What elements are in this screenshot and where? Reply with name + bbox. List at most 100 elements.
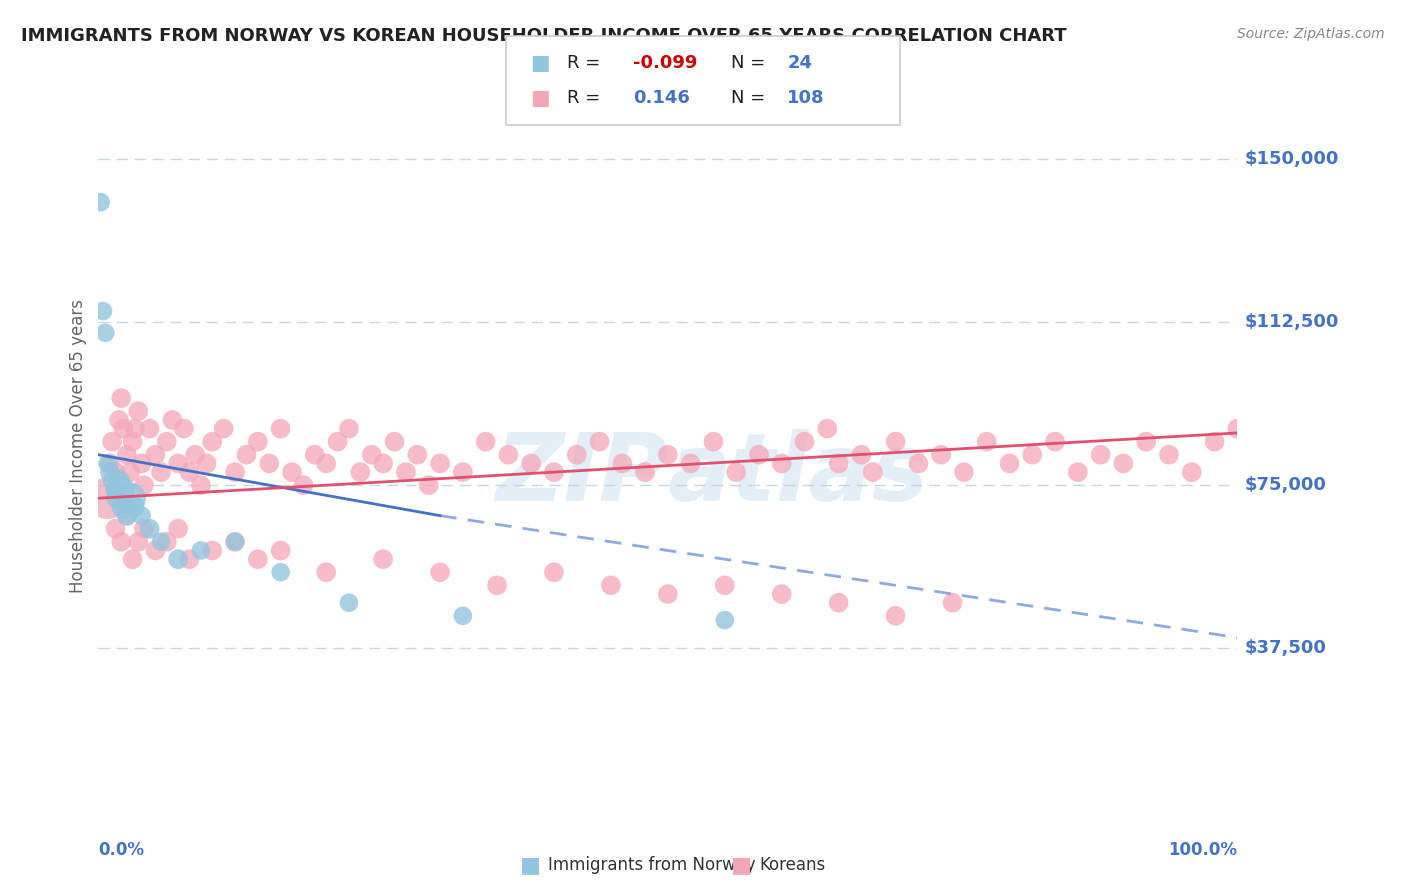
Point xyxy=(103,483,125,497)
Text: ZIP: ZIP xyxy=(495,429,668,521)
Text: ■: ■ xyxy=(530,53,550,72)
Point xyxy=(98,457,121,471)
Point xyxy=(162,413,184,427)
Text: 100.0%: 100.0% xyxy=(1168,841,1237,859)
Point xyxy=(976,434,998,449)
Point xyxy=(138,421,160,435)
Text: N =: N = xyxy=(731,89,770,107)
Point xyxy=(828,596,851,610)
Point xyxy=(292,478,315,492)
Text: -0.099: -0.099 xyxy=(633,54,697,71)
Text: $75,000: $75,000 xyxy=(1244,476,1326,494)
Point xyxy=(815,421,838,435)
Point xyxy=(851,448,873,462)
Point xyxy=(104,465,127,479)
Point xyxy=(1067,465,1090,479)
Point xyxy=(315,457,337,471)
Text: ■: ■ xyxy=(530,88,550,108)
Y-axis label: Householder Income Over 65 years: Householder Income Over 65 years xyxy=(69,299,87,593)
Point xyxy=(167,522,190,536)
Point xyxy=(600,578,623,592)
Point xyxy=(108,413,131,427)
Point xyxy=(304,448,326,462)
Point xyxy=(124,500,146,514)
Point xyxy=(770,587,793,601)
Point xyxy=(565,448,588,462)
Point xyxy=(145,543,167,558)
Point xyxy=(884,608,907,623)
Point xyxy=(201,543,224,558)
Point xyxy=(127,404,149,418)
Point xyxy=(96,491,118,506)
Text: 108: 108 xyxy=(787,89,825,107)
Point xyxy=(96,457,118,471)
Point xyxy=(429,457,451,471)
Point xyxy=(1135,434,1157,449)
Point xyxy=(167,552,190,566)
Point xyxy=(101,434,124,449)
Point xyxy=(371,457,394,471)
Point xyxy=(179,465,201,479)
Point xyxy=(212,421,235,435)
Point xyxy=(543,566,565,580)
Point xyxy=(131,508,153,523)
Point xyxy=(124,421,146,435)
Text: atlas: atlas xyxy=(668,429,929,521)
Point xyxy=(167,457,190,471)
Text: 0.146: 0.146 xyxy=(633,89,689,107)
Point xyxy=(94,326,117,340)
Point xyxy=(828,457,851,471)
Point xyxy=(862,465,884,479)
Text: $112,500: $112,500 xyxy=(1244,313,1339,331)
Point xyxy=(371,552,394,566)
Point xyxy=(156,434,179,449)
Point xyxy=(145,448,167,462)
Point xyxy=(270,543,292,558)
Point xyxy=(634,465,657,479)
Point xyxy=(451,608,474,623)
Point xyxy=(1157,448,1180,462)
Point xyxy=(91,304,114,318)
Point xyxy=(770,457,793,471)
Point xyxy=(1090,448,1112,462)
Point xyxy=(315,566,337,580)
Point xyxy=(138,522,160,536)
Point xyxy=(156,534,179,549)
Point xyxy=(942,596,965,610)
Point xyxy=(104,522,127,536)
Point xyxy=(115,448,138,462)
Point xyxy=(270,421,292,435)
Point xyxy=(224,534,246,549)
Point xyxy=(1226,421,1249,435)
Point xyxy=(326,434,349,449)
Point xyxy=(201,434,224,449)
Point xyxy=(429,566,451,580)
Text: ■: ■ xyxy=(731,855,752,875)
Point xyxy=(1021,448,1043,462)
Point xyxy=(281,465,304,479)
Point xyxy=(90,195,112,210)
Text: $37,500: $37,500 xyxy=(1244,640,1326,657)
Point xyxy=(121,434,143,449)
Point xyxy=(115,508,138,523)
Point xyxy=(725,465,748,479)
Point xyxy=(907,457,929,471)
Text: Immigrants from Norway: Immigrants from Norway xyxy=(548,856,756,874)
Text: R =: R = xyxy=(567,89,606,107)
Point xyxy=(1112,457,1135,471)
Text: $150,000: $150,000 xyxy=(1244,150,1339,168)
Point xyxy=(360,448,382,462)
Text: Source: ZipAtlas.com: Source: ZipAtlas.com xyxy=(1237,27,1385,41)
Point xyxy=(184,448,207,462)
Point xyxy=(588,434,610,449)
Point xyxy=(1181,465,1204,479)
Text: N =: N = xyxy=(731,54,770,71)
Text: R =: R = xyxy=(567,54,606,71)
Point xyxy=(110,534,132,549)
Point xyxy=(246,552,269,566)
Point xyxy=(190,478,212,492)
Point xyxy=(110,391,132,405)
Point xyxy=(714,578,737,592)
Point xyxy=(108,474,131,488)
Point xyxy=(748,448,770,462)
